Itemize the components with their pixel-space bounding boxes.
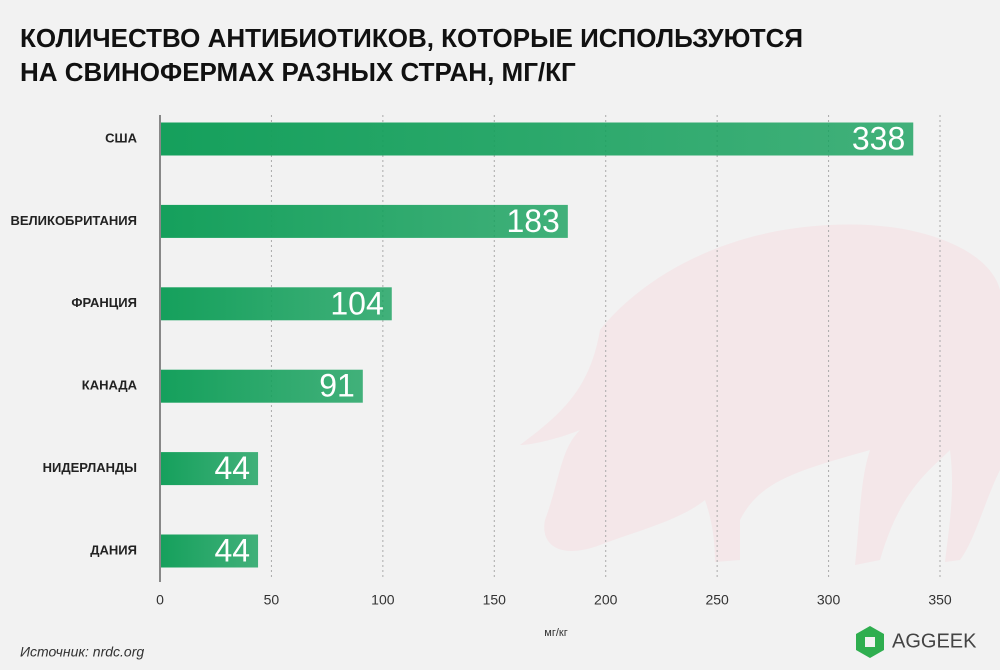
source: Источник: nrdc.org: [20, 644, 144, 660]
bar: [160, 287, 392, 321]
x-tick-label: 50: [264, 592, 280, 608]
x-tick-label: 200: [594, 592, 618, 608]
chart-title: НА СВИНОФЕРМАХ РАЗНЫХ СТРАН, МГ/КГ: [20, 57, 576, 87]
bar: [160, 204, 568, 238]
bar: [160, 122, 914, 156]
bar: [160, 534, 259, 568]
value-label: 104: [330, 285, 383, 321]
y-tick-label: ДАНИЯ: [90, 542, 137, 557]
x-axis-label: мг/кг: [544, 627, 567, 639]
value-label: 183: [506, 203, 559, 239]
value-label: 44: [214, 532, 250, 568]
x-tick-label: 300: [817, 592, 841, 608]
bar: [160, 369, 363, 403]
y-tick-label: ФРАНЦИЯ: [71, 295, 137, 310]
x-tick-label: 150: [483, 592, 507, 608]
y-tick-label: США: [105, 130, 137, 145]
logo-icon: [856, 626, 884, 658]
y-tick-label: НИДЕРЛАНДЫ: [43, 460, 137, 475]
chart-title: КОЛИЧЕСТВО АНТИБИОТИКОВ, КОТОРЫЕ ИСПОЛЬЗ…: [20, 23, 803, 53]
bar: [160, 452, 259, 486]
x-tick-label: 350: [928, 592, 952, 608]
x-tick-label: 100: [371, 592, 395, 608]
value-label: 44: [214, 450, 250, 486]
x-tick-label: 250: [705, 592, 729, 608]
y-tick-label: КАНАДА: [82, 378, 138, 393]
y-tick-label: ВЕЛИКОБРИТАНИЯ: [10, 213, 137, 228]
value-label: 91: [319, 368, 355, 404]
value-label: 338: [852, 120, 905, 156]
x-tick-label: 0: [156, 592, 164, 608]
logo: AGGEEK: [892, 630, 977, 652]
pig-illustration: [520, 224, 1000, 565]
